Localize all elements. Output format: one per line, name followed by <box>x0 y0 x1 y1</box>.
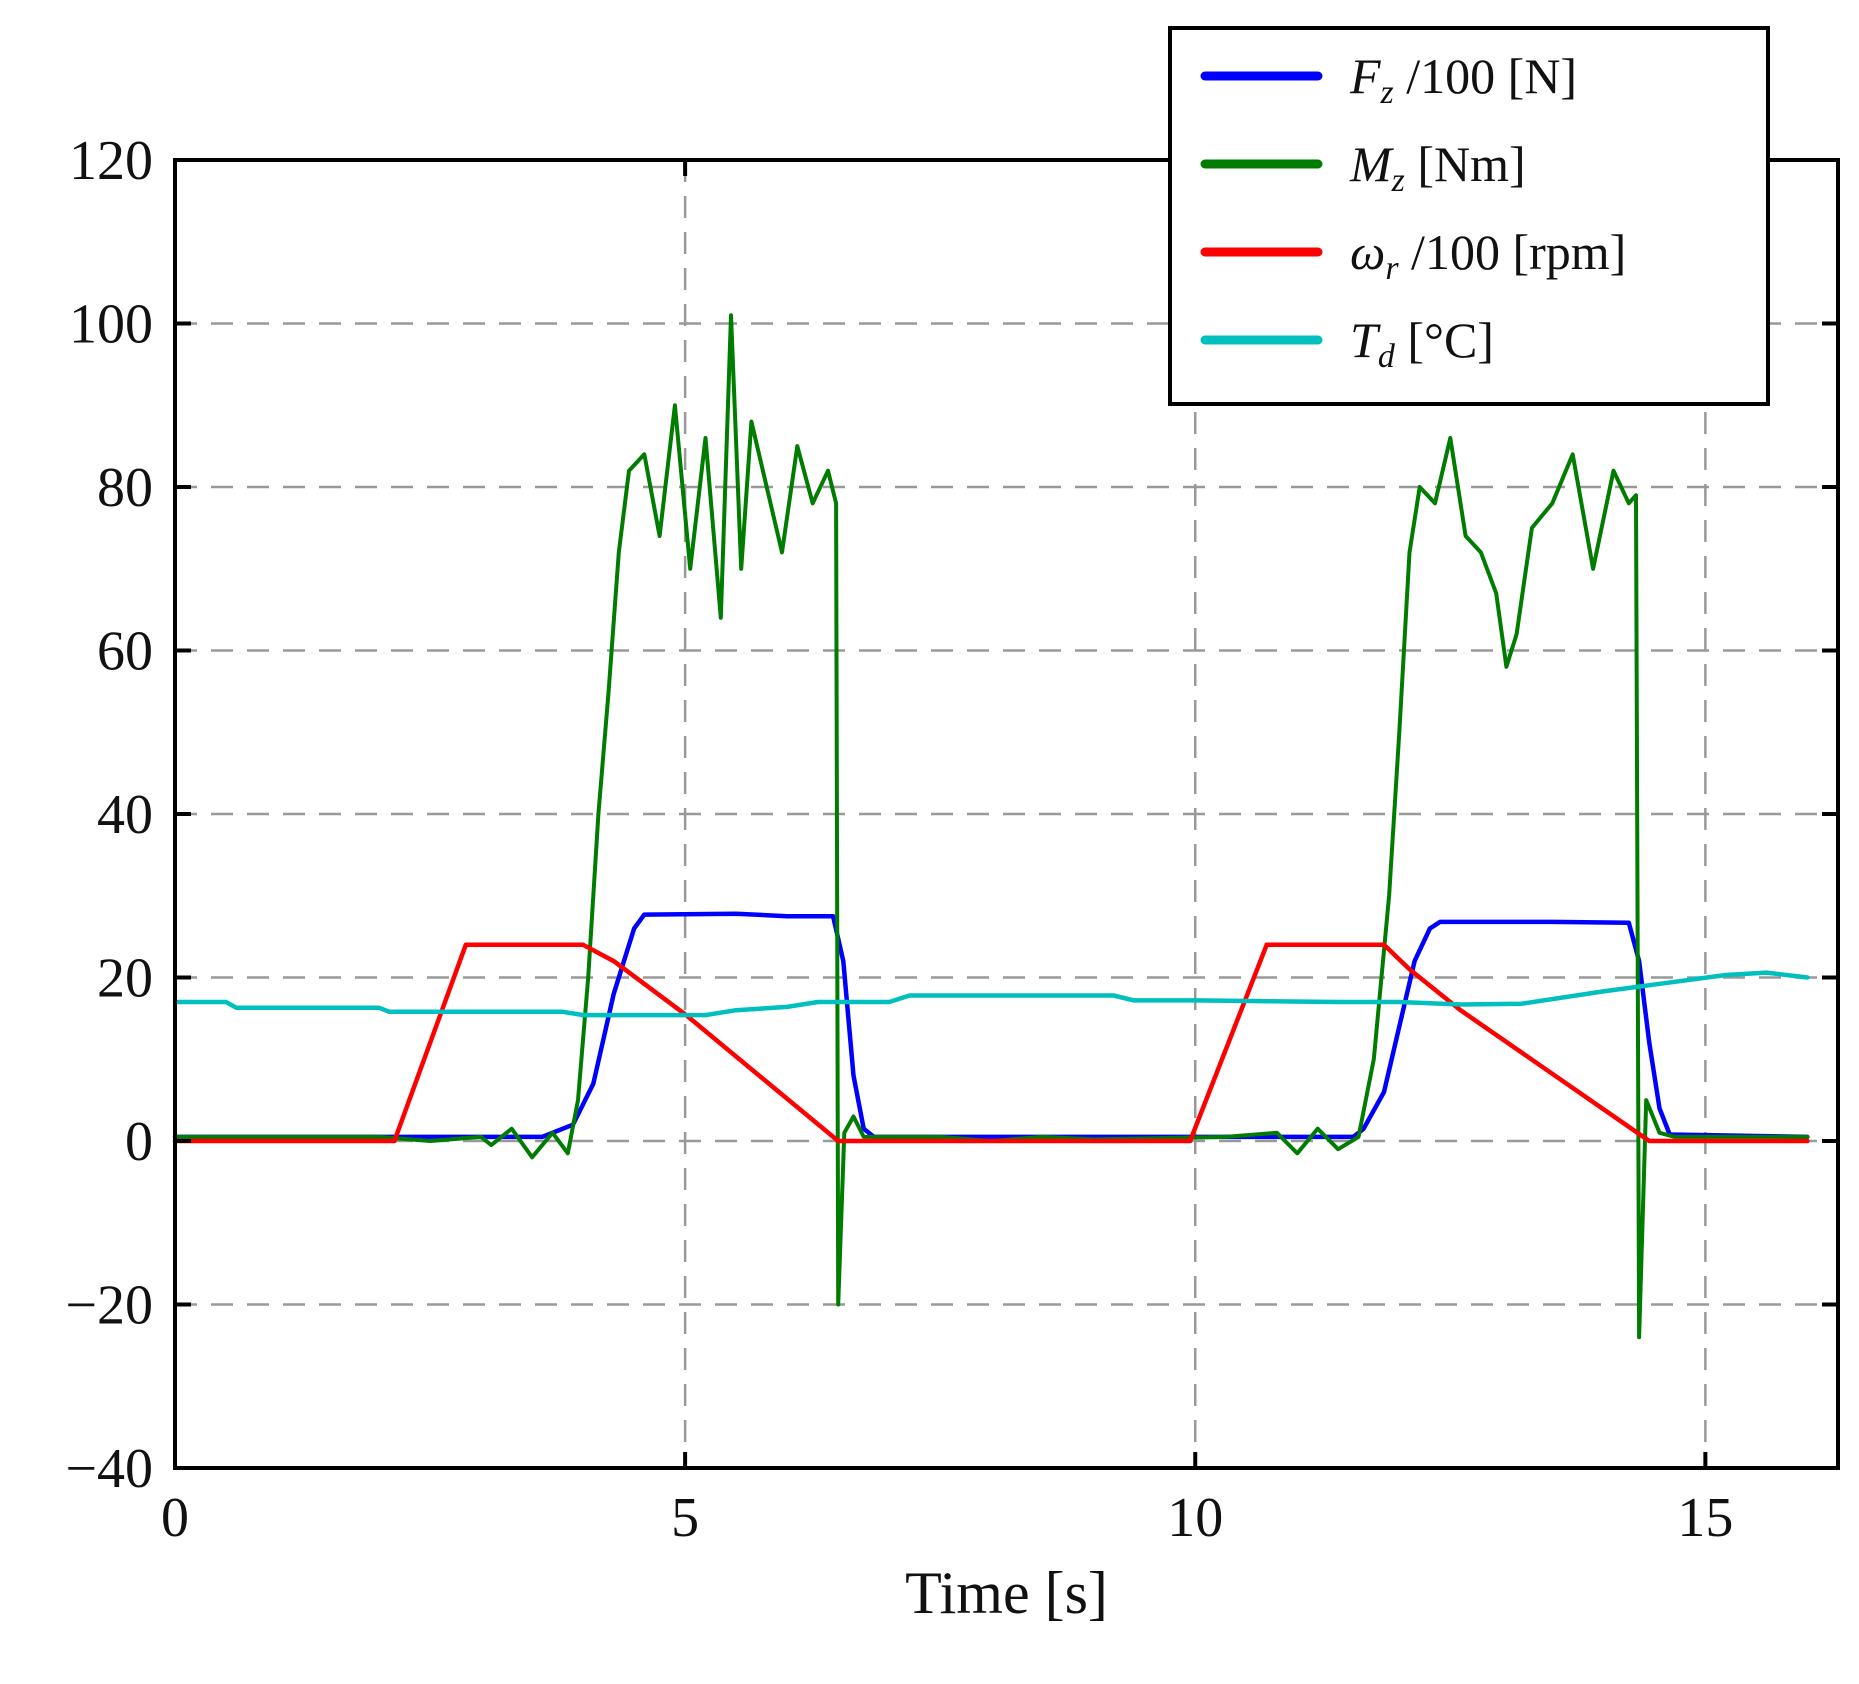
y-tick-label: 120 <box>69 130 153 192</box>
legend-unit: [°C] <box>1395 312 1494 368</box>
legend-subscript: d <box>1378 338 1396 375</box>
legend-unit: [Nm] <box>1405 136 1526 192</box>
legend-symbol: M <box>1349 136 1394 192</box>
x-tick-label: 5 <box>671 1487 699 1549</box>
legend: Fz /100 [N]Mz [Nm]ωr /100 [rpm]Td [°C] <box>1168 26 1770 406</box>
x-axis-label: Time [s] <box>905 1560 1108 1626</box>
series-line-0 <box>172 911 1810 1140</box>
y-tick-label: 20 <box>97 948 153 1010</box>
legend-symbol: ω <box>1350 224 1385 280</box>
y-tick-label: 100 <box>69 294 153 356</box>
x-tick-labels: 0 5 10 15 <box>161 1487 1733 1549</box>
plot-area <box>172 313 1810 1340</box>
legend-label-0: Fz /100 [N] <box>1349 48 1577 111</box>
series-line-3 <box>172 970 1810 1018</box>
x-tick-label: 10 <box>1167 1487 1223 1549</box>
legend-symbol: T <box>1350 312 1381 368</box>
y-tick-label: −20 <box>65 1275 153 1337</box>
legend-subscript: z <box>1391 162 1405 199</box>
y-tick-label: 60 <box>97 621 153 683</box>
legend-unit: /100 [N] <box>1394 48 1577 104</box>
legend-subscript: z <box>1380 74 1394 111</box>
legend-unit: /100 [rpm] <box>1399 224 1627 280</box>
legend-symbol: F <box>1349 48 1381 104</box>
legend-label-3: Td [°C] <box>1350 312 1494 375</box>
y-tick-label: 0 <box>125 1111 153 1173</box>
legend-label-1: Mz [Nm] <box>1349 136 1526 199</box>
y-tick-labels: −40 −20 0 20 40 60 80 100 120 <box>65 130 153 1500</box>
legend-subscript: r <box>1385 250 1399 287</box>
y-tick-label: 80 <box>97 457 153 519</box>
x-tick-label: 15 <box>1677 1487 1733 1549</box>
y-tick-label: −40 <box>65 1438 153 1500</box>
legend-label-2: ωr /100 [rpm] <box>1350 224 1626 287</box>
x-tick-label: 0 <box>161 1487 189 1549</box>
y-tick-label: 40 <box>97 784 153 846</box>
tick-marks <box>173 158 1838 1470</box>
